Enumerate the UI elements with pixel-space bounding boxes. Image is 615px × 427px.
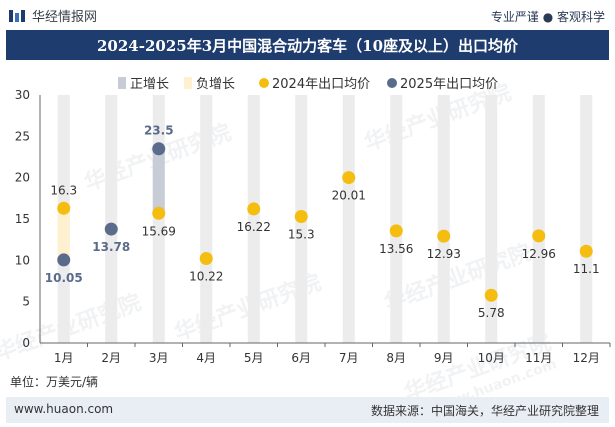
legend-swatch (118, 77, 126, 89)
data-label-2024: 16.3 (50, 183, 77, 197)
data-label-2025: 23.5 (144, 124, 174, 138)
data-label-2024: 16.22 (237, 220, 271, 234)
category-band (390, 95, 403, 343)
brand-name: 华经情报网 (32, 10, 98, 25)
point-2025 (152, 142, 166, 156)
legend-marker (259, 78, 269, 88)
category-band (437, 95, 450, 343)
data-label-2024: 12.96 (522, 247, 556, 261)
data-label-2024: 15.3 (288, 228, 315, 242)
y-tick-label: 5 (22, 295, 30, 309)
legend-marker (387, 78, 397, 88)
legend-label: 2025年出口均价 (400, 77, 498, 92)
category-band (105, 95, 118, 343)
point-2025 (57, 253, 71, 267)
point-2024 (389, 224, 403, 238)
point-2024 (342, 171, 356, 185)
category-band (200, 95, 213, 343)
logo-icon (9, 9, 25, 22)
point-2024 (294, 210, 308, 224)
chart-plot: 0 5 10 15 20 25 30 1月 2月 3月 4月 5月 6月 7月 8月 9月 10月 11月 12月 1… (15, 77, 611, 365)
y-tick-label: 15 (15, 212, 30, 226)
title-bar: 2024-2025年3月中国混合动力客车（10座及以上）出口均价 (6, 30, 609, 60)
point-2025 (104, 222, 118, 236)
y-tick-label: 0 (22, 336, 30, 350)
x-tick-label: 7月 (339, 351, 359, 365)
y-tick-label: 25 (15, 129, 30, 143)
tagline: 专业严谨 ● 客观科学 (490, 10, 605, 24)
y-tick-label: 20 (15, 171, 30, 185)
legend-label: 负增长 (196, 77, 235, 92)
data-source: 数据来源：中国海关，华经产业研究院整理 (370, 404, 599, 418)
point-2024 (532, 229, 546, 243)
category-band (247, 95, 260, 343)
x-tick-label: 9月 (434, 351, 454, 365)
x-tick-label: 5月 (244, 351, 264, 365)
data-label-2024: 11.1 (573, 262, 600, 276)
point-2024 (484, 288, 498, 302)
x-tick-label: 2月 (101, 351, 121, 365)
x-tick-label: 10月 (478, 351, 505, 365)
point-2024 (57, 201, 71, 215)
x-tick-label: 8月 (386, 351, 406, 365)
change-bar (152, 148, 165, 214)
data-label-2024: 5.78 (478, 306, 505, 320)
x-tick-label: 6月 (291, 351, 311, 365)
category-band (485, 95, 498, 343)
point-2024 (199, 252, 213, 266)
y-tick-label: 10 (15, 253, 30, 267)
category-band (532, 95, 545, 343)
unit-label: 单位：万美元/辆 (10, 375, 99, 389)
data-label-2025: 10.05 (45, 271, 83, 285)
x-tick-label: 11月 (525, 351, 552, 365)
y-tick-label: 30 (15, 88, 30, 102)
data-label-2025: 13.78 (92, 240, 130, 254)
legend-label: 2024年出口均价 (272, 77, 370, 92)
footer-bar: www.huaon.com 数据来源：中国海关，华经产业研究院整理 (6, 397, 609, 423)
site-url: www.huaon.com (14, 402, 114, 416)
point-2024 (152, 206, 166, 220)
logo: 华经情报网 (8, 6, 97, 25)
top-bar: 华经情报网 专业严谨 ● 客观科学 (0, 0, 615, 30)
data-label-2024: 15.69 (142, 224, 176, 238)
change-bar (57, 208, 70, 260)
x-tick-label: 1月 (54, 351, 74, 365)
data-label-2024: 10.22 (189, 270, 223, 284)
legend-swatch (184, 77, 192, 89)
data-label-2024: 12.93 (427, 247, 461, 261)
point-2024 (247, 202, 261, 216)
point-2024 (579, 244, 593, 258)
data-label-2024: 20.01 (332, 189, 366, 203)
chart-title: 2024-2025年3月中国混合动力客车（10座及以上）出口均价 (96, 36, 519, 55)
category-band (580, 95, 593, 343)
x-tick-label: 12月 (573, 351, 600, 365)
legend-label: 正增长 (130, 77, 169, 92)
category-band (342, 95, 355, 343)
x-tick-label: 3月 (149, 351, 169, 365)
point-2024 (437, 229, 451, 243)
data-label-2024: 13.56 (379, 242, 413, 256)
x-tick-label: 4月 (196, 351, 216, 365)
